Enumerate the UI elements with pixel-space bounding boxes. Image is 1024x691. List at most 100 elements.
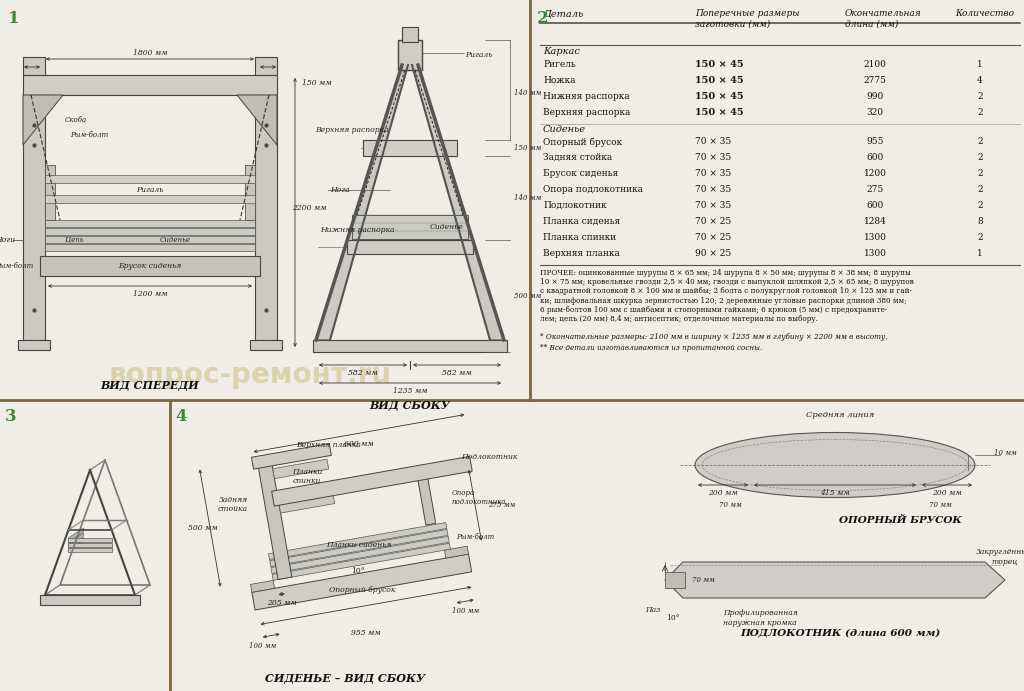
- Text: 500 мм: 500 мм: [188, 524, 218, 532]
- Text: Количество: Количество: [955, 9, 1014, 18]
- Text: ПРОЧЕЕ: оцинкованные шурупы 8 × 65 мм; 24 шурупа 8 × 50 мм; шурупы 8 × 38 мм; 8 : ПРОЧЕЕ: оцинкованные шурупы 8 × 65 мм; 2…: [540, 269, 913, 323]
- Text: Рым-болт: Рым-болт: [70, 131, 109, 139]
- Text: 2: 2: [977, 153, 983, 162]
- Text: 150 × 45: 150 × 45: [695, 108, 743, 117]
- Text: Поперечные размеры
заготовки (мм): Поперечные размеры заготовки (мм): [695, 9, 800, 28]
- Text: Скоба: Скоба: [65, 116, 87, 124]
- Bar: [40, 256, 260, 276]
- Polygon shape: [279, 493, 335, 513]
- Text: Цепь: Цепь: [65, 236, 84, 244]
- Text: 320: 320: [866, 108, 884, 117]
- Polygon shape: [271, 456, 472, 506]
- Bar: [398, 40, 422, 70]
- Text: Планки сиденья: Планки сиденья: [326, 541, 391, 549]
- Text: вопрос-ремонт.ru: вопрос-ремонт.ru: [109, 361, 391, 389]
- Text: 150 × 45: 150 × 45: [695, 76, 743, 85]
- Text: Опора
подлокотника: Опора подлокотника: [452, 489, 506, 507]
- Bar: [347, 240, 473, 254]
- Polygon shape: [257, 459, 292, 580]
- Bar: [255, 57, 278, 75]
- Bar: [45, 175, 255, 183]
- Text: 2: 2: [977, 185, 983, 194]
- Text: 1: 1: [977, 60, 983, 69]
- Text: Нога: Нога: [330, 186, 349, 194]
- Bar: [245, 165, 255, 220]
- Polygon shape: [316, 65, 408, 340]
- Text: 90 × 25: 90 × 25: [695, 249, 731, 258]
- Text: Планка спинки: Планка спинки: [543, 233, 616, 242]
- Bar: [352, 215, 468, 239]
- Bar: [45, 236, 255, 243]
- Text: Брусок сиденья: Брусок сиденья: [119, 262, 181, 270]
- Polygon shape: [69, 533, 83, 547]
- Text: 1200 мм: 1200 мм: [133, 290, 167, 298]
- Bar: [23, 75, 278, 95]
- Text: 955: 955: [866, 137, 884, 146]
- Text: Рым-болт: Рым-болт: [0, 262, 33, 270]
- Text: 1300: 1300: [863, 249, 887, 258]
- Text: 150 × 45: 150 × 45: [695, 92, 743, 101]
- Text: 415 мм: 415 мм: [820, 489, 850, 497]
- Polygon shape: [252, 444, 332, 469]
- Text: * Окончательные размеры: 2100 мм в ширину × 1235 мм в глубину × 2200 мм в высоту: * Окончательные размеры: 2100 мм в ширин…: [540, 333, 888, 341]
- Polygon shape: [417, 474, 436, 525]
- Text: Задняя
стойка: Задняя стойка: [218, 496, 248, 513]
- Text: 2100: 2100: [863, 60, 887, 69]
- Text: 100 мм: 100 мм: [249, 641, 276, 650]
- Text: ВИД СБОКУ: ВИД СБОКУ: [370, 399, 451, 410]
- Text: 150 мм: 150 мм: [514, 144, 542, 152]
- Text: 150 мм: 150 мм: [302, 79, 332, 87]
- Text: Сиденье: Сиденье: [160, 236, 191, 244]
- Text: ОПОРНЫЙ БРУСОК: ОПОРНЫЙ БРУСОК: [839, 515, 962, 524]
- Bar: [69, 548, 112, 552]
- Text: 2775: 2775: [863, 76, 887, 85]
- Text: ВИД СПЕРЕДИ: ВИД СПЕРЕДИ: [100, 379, 200, 390]
- Bar: [23, 57, 45, 75]
- Bar: [402, 27, 418, 42]
- Text: Верхняя распорка: Верхняя распорка: [315, 126, 389, 134]
- Text: ** Все детали изготавливаются из пропитанной сосны.: ** Все детали изготавливаются из пропита…: [540, 344, 762, 352]
- Polygon shape: [444, 546, 469, 558]
- Text: Брусок сиденья: Брусок сиденья: [543, 169, 618, 178]
- Text: 200 мм: 200 мм: [932, 489, 962, 497]
- Text: Профилированная
наружная кромка: Профилированная наружная кромка: [723, 609, 798, 627]
- Bar: [45, 244, 255, 251]
- Bar: [313, 340, 507, 352]
- Text: ПОДЛОКОТНИК (длина 600 мм): ПОДЛОКОТНИК (длина 600 мм): [740, 629, 940, 638]
- Text: Сиденье: Сиденье: [543, 125, 586, 134]
- Text: Сиденье: Сиденье: [430, 223, 464, 231]
- Text: 1: 1: [8, 10, 19, 27]
- Text: Подлокотник: Подлокотник: [543, 201, 606, 210]
- Text: 1300: 1300: [863, 233, 887, 242]
- Bar: [45, 165, 55, 220]
- Text: 1235 мм: 1235 мм: [392, 387, 427, 395]
- Text: 70 × 25: 70 × 25: [695, 233, 731, 242]
- Text: 2: 2: [977, 233, 983, 242]
- Text: 600: 600: [866, 201, 884, 210]
- Text: 70 мм: 70 мм: [929, 501, 951, 509]
- Text: Окончательная
длина (мм): Окончательная длина (мм): [845, 9, 922, 28]
- Text: 150 × 45: 150 × 45: [695, 60, 743, 69]
- Text: Каркас: Каркас: [543, 47, 580, 56]
- Text: 582 мм: 582 мм: [442, 369, 472, 377]
- Polygon shape: [272, 460, 329, 479]
- Text: Опорный брусок: Опорный брусок: [329, 586, 395, 594]
- Bar: [23, 95, 45, 340]
- Text: Верхняя планка: Верхняя планка: [543, 249, 620, 258]
- Text: 8: 8: [977, 217, 983, 226]
- Polygon shape: [237, 95, 278, 145]
- Text: 275: 275: [866, 185, 884, 194]
- Text: 275 мм: 275 мм: [488, 501, 515, 509]
- Text: Подлокотник: Подлокотник: [461, 453, 517, 461]
- Bar: [18, 340, 50, 350]
- Text: 100 мм: 100 мм: [452, 607, 479, 616]
- Polygon shape: [269, 529, 449, 567]
- Text: 70 × 35: 70 × 35: [695, 185, 731, 194]
- Text: Опорный брусок: Опорный брусок: [543, 137, 623, 146]
- Text: 500 мм: 500 мм: [514, 292, 542, 300]
- Text: 200 мм: 200 мм: [709, 489, 738, 497]
- Bar: [69, 538, 112, 542]
- Text: 600: 600: [866, 153, 884, 162]
- Polygon shape: [23, 95, 63, 145]
- Bar: [40, 595, 140, 605]
